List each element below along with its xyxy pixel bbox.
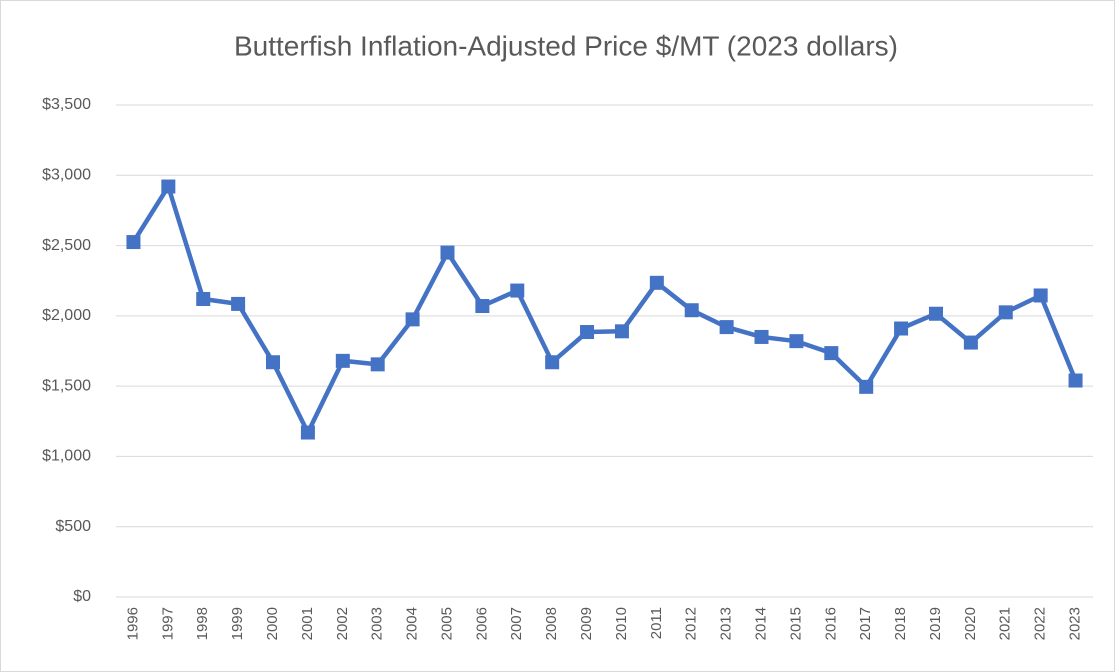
- x-tick-label: 2002: [334, 607, 351, 640]
- y-tick-label: $2,000: [42, 307, 91, 324]
- marker: [719, 320, 734, 335]
- x-tick-label: 2010: [613, 607, 630, 640]
- x-tick-label: 1998: [194, 607, 211, 640]
- x-tick-label: 2016: [822, 607, 839, 640]
- marker: [614, 324, 629, 339]
- x-tick-label: 2006: [473, 607, 490, 640]
- chart-title: Butterfish Inflation-Adjusted Price $/MT…: [234, 30, 898, 61]
- marker: [510, 283, 525, 298]
- x-tick-label: 2020: [962, 607, 979, 640]
- x-tick-label: 2009: [578, 607, 595, 640]
- x-tick-label: 2021: [997, 607, 1014, 640]
- x-tick-label: 2012: [683, 607, 700, 640]
- marker: [859, 379, 874, 394]
- x-tick-label: 2001: [299, 607, 316, 640]
- x-tick-label: 2011: [648, 607, 665, 639]
- x-tick-label: 1996: [124, 607, 141, 640]
- marker: [894, 321, 909, 336]
- x-tick-label: 2019: [927, 607, 944, 640]
- x-tick-label: 1999: [229, 607, 246, 640]
- marker: [963, 335, 978, 350]
- y-tick-label: $500: [55, 518, 91, 535]
- x-tick-label: 2007: [508, 607, 525, 640]
- marker: [126, 235, 141, 250]
- marker: [824, 346, 839, 361]
- marker: [161, 179, 176, 194]
- marker: [649, 275, 664, 290]
- line: [131, 184, 1078, 435]
- marker: [231, 296, 246, 311]
- marker: [370, 357, 385, 372]
- marker: [580, 325, 595, 340]
- x-tick-label: 2003: [369, 607, 386, 640]
- marker: [789, 334, 804, 349]
- x-tick-label: 2022: [1032, 607, 1049, 640]
- marker: [440, 245, 455, 260]
- y-tick-label: $3,000: [42, 167, 91, 184]
- marker: [998, 305, 1013, 320]
- x-tick-label: 2005: [438, 607, 455, 640]
- x-tick-label: 2008: [543, 607, 560, 640]
- y-tick-label: $0: [73, 588, 91, 605]
- marker: [300, 425, 315, 440]
- x-tick-label: 2000: [264, 607, 281, 640]
- x-tick-label: 2014: [752, 607, 769, 640]
- marker: [405, 312, 420, 327]
- y-tick-label: $1,500: [42, 377, 91, 394]
- marker: [754, 329, 769, 344]
- marker: [475, 299, 490, 314]
- y-tick-label: $1,000: [42, 448, 91, 465]
- y-tick-label: $3,500: [42, 96, 91, 113]
- x-tick-label: 2018: [892, 607, 909, 640]
- marker: [1068, 373, 1083, 388]
- marker: [266, 355, 281, 370]
- marker: [196, 291, 211, 306]
- x-tick-label: 1997: [159, 607, 176, 640]
- marker: [684, 303, 699, 318]
- x-tick-label: 2015: [787, 607, 804, 640]
- x-tick-label: 2013: [718, 607, 735, 640]
- x-tick-label: 2004: [404, 607, 421, 640]
- x-tick-label: 2023: [1067, 607, 1084, 640]
- y-tick-label: $2,500: [42, 237, 91, 254]
- marker: [545, 355, 560, 370]
- x-tick-label: 2017: [857, 607, 874, 640]
- marker: [335, 353, 350, 368]
- marker: [928, 306, 943, 321]
- marker: [1033, 288, 1048, 303]
